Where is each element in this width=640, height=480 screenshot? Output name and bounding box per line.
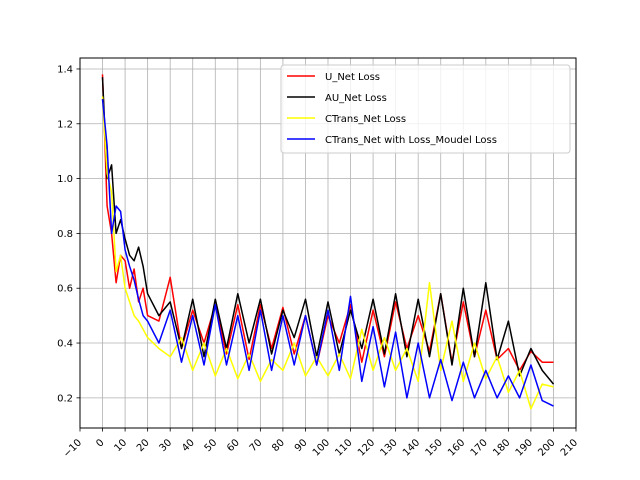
legend-label-2: CTrans_Net Loss [325,114,406,125]
y-axis-ticks: 0.2 0.4 0.6 0.8 1.0 1.2 1.4 [57,64,80,404]
y-tick-label: 1.4 [57,64,73,75]
series-line-2 [101,96,554,410]
legend: U_Net Loss AU_Net Loss CTrans_Net Loss CTra… [280,64,571,154]
series-lines [101,74,555,410]
y-tick-label: 0.8 [57,229,73,240]
grid [79,58,577,428]
y-tick-label: 1.2 [57,119,73,130]
series-line-3 [101,99,554,407]
y-tick-label: 1.0 [57,174,73,185]
legend-label-0: U_Net Loss [325,72,380,83]
y-tick-label: 0.4 [57,339,73,350]
y-tick-label: 0.6 [57,284,73,295]
legend-label-3: CTrans_Net with Loss_Moudel Loss [325,135,497,146]
legend-label-1: AU_Net Loss [325,93,387,104]
series-line-1 [101,77,555,385]
y-tick-label: 0.2 [57,393,73,404]
legend-box [280,64,571,154]
